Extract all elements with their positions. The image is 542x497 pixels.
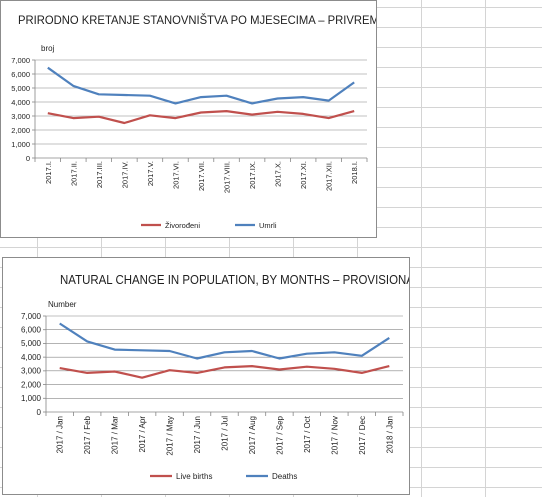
legend-label: Umrli — [259, 221, 277, 230]
chart-title: NATURAL CHANGE IN POPULATION, BY MONTHS … — [60, 273, 409, 287]
y-tick-label: 4,000 — [11, 98, 30, 107]
x-tick-label: 2017.IV. — [120, 161, 129, 188]
y-tick-label: 2,000 — [11, 126, 30, 135]
y-axis-label: Number — [48, 300, 77, 309]
y-tick-label: 2,000 — [21, 380, 42, 389]
x-tick-label: 2017 / Mar — [111, 416, 120, 455]
x-tick-label: 2017.III. — [95, 161, 104, 188]
chart-title: PRIRODNO KRETANJE STANOVNIŠTVA PO MJESEC… — [18, 14, 376, 27]
y-tick-label: 5,000 — [21, 339, 42, 348]
y-tick-label: 7,000 — [11, 56, 30, 65]
y-tick-label: 5,000 — [11, 84, 30, 93]
x-tick-label: 2017 / May — [166, 416, 175, 456]
x-tick-label: 2017 / Aug — [248, 416, 257, 454]
y-tick-label: 7,000 — [21, 312, 42, 321]
legend-label: Live births — [176, 472, 212, 481]
x-tick-label: 2017.V. — [146, 161, 155, 186]
series-line-deaths — [47, 66, 355, 105]
y-tick-label: 6,000 — [21, 326, 42, 335]
x-tick-label: 2017.XI. — [299, 161, 308, 189]
chart-croatian: PRIRODNO KRETANJE STANOVNIŠTVA PO MJESEC… — [0, 0, 377, 238]
legend-label: Živorođeni — [165, 221, 200, 230]
x-tick-label: 2017.I. — [44, 161, 53, 184]
y-tick-label: 3,000 — [21, 367, 42, 376]
chart-croatian-svg: PRIRODNO KRETANJE STANOVNIŠTVA PO MJESEC… — [11, 14, 376, 230]
x-tick-label: 2017 / Apr — [138, 416, 147, 453]
x-tick-label: 2017 / Jul — [221, 416, 230, 451]
y-tick-label: 1,000 — [11, 140, 30, 149]
y-tick-label: 1,000 — [21, 394, 42, 403]
x-tick-label: 2017.VIII. — [223, 161, 232, 193]
x-tick-label: 2017.XII. — [325, 161, 334, 191]
x-tick-label: 2018.I. — [350, 161, 359, 184]
x-tick-label: 2017.IX. — [248, 161, 257, 189]
series-line-deaths — [59, 322, 390, 360]
y-tick-label: 4,000 — [21, 353, 42, 362]
x-tick-label: 2017 / Sep — [275, 415, 284, 454]
chart-english-svg: NATURAL CHANGE IN POPULATION, BY MONTHS … — [21, 273, 409, 481]
y-tick-label: 6,000 — [11, 70, 30, 79]
x-tick-label: 2017 / Oct — [303, 415, 312, 453]
x-tick-label: 2017.VII. — [197, 161, 206, 191]
y-axis-label: broj — [41, 44, 55, 53]
x-tick-label: 2017 / Jun — [193, 416, 202, 453]
x-tick-label: 2017 / Nov — [330, 416, 339, 455]
legend-label: Deaths — [272, 472, 297, 481]
x-tick-label: 2017.II. — [69, 161, 78, 186]
y-tick-label: 0 — [26, 154, 30, 163]
x-tick-label: 2017 / Feb — [83, 415, 92, 454]
x-tick-label: 2017 / Jan — [56, 416, 65, 453]
x-tick-label: 2018 / Jan — [385, 416, 394, 453]
x-tick-label: 2017 / Dec — [358, 416, 367, 455]
y-tick-label: 0 — [37, 408, 42, 417]
x-tick-label: 2017.VI. — [171, 161, 180, 189]
y-tick-label: 3,000 — [11, 112, 30, 121]
series-line-births — [59, 364, 390, 379]
chart-english: NATURAL CHANGE IN POPULATION, BY MONTHS … — [2, 257, 410, 495]
series-line-births — [47, 109, 355, 125]
x-tick-label: 2017.X. — [274, 161, 283, 187]
